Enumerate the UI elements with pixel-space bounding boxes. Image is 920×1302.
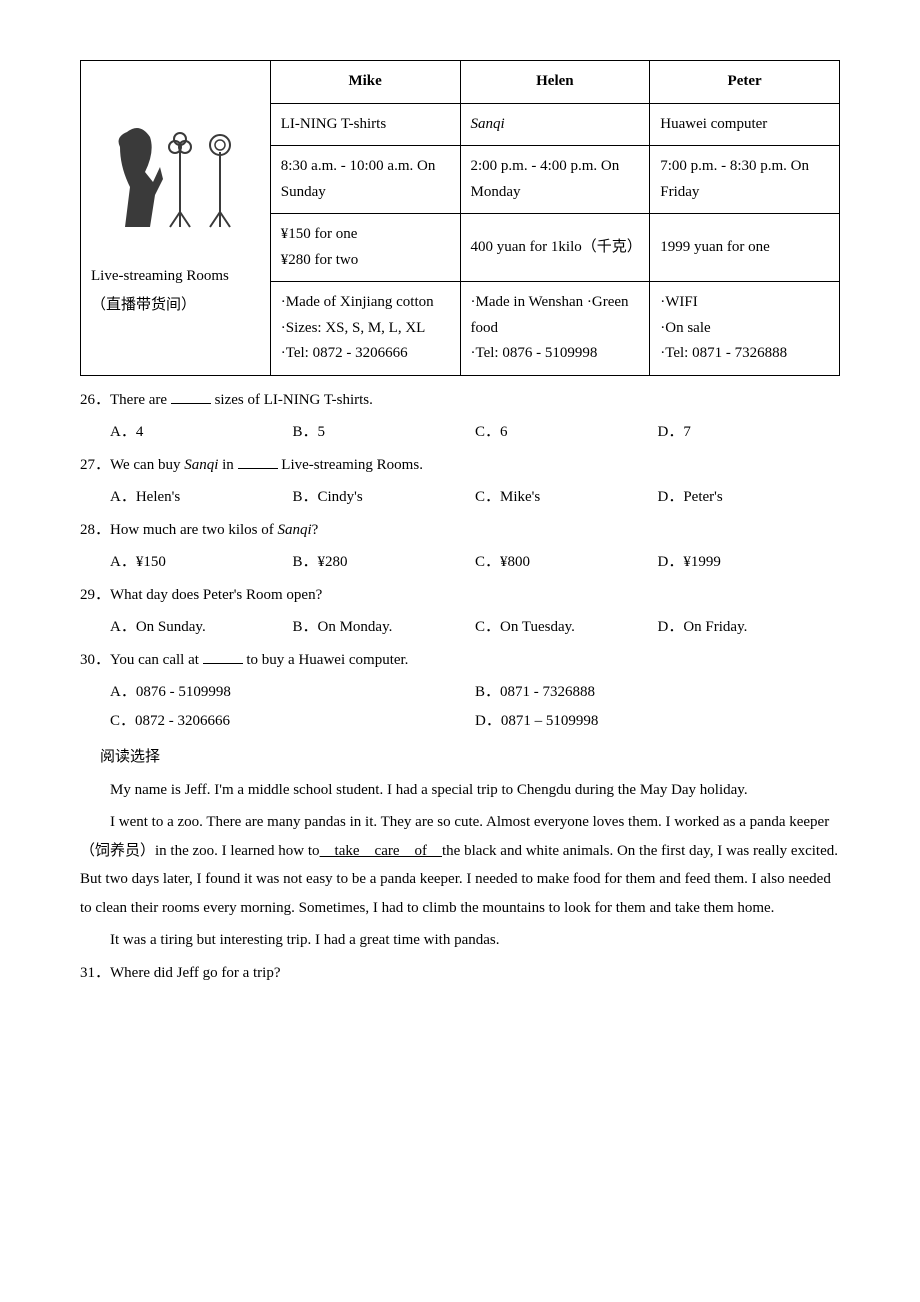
q27-before: We can buy xyxy=(110,457,184,473)
q29-opt-a: A．On Sunday. xyxy=(110,613,293,642)
q30-num: 30． xyxy=(80,652,110,668)
q28-num: 28． xyxy=(80,522,110,538)
cell-mike-detail: ·Made of Xinjiang cotton ·Sizes: XS, S, … xyxy=(270,282,460,376)
q31-text: Where did Jeff go for a trip? xyxy=(110,965,281,981)
q30-opt-c: C．0872 - 3206666 xyxy=(110,707,475,736)
cell-helen-time: 2:00 p.m. - 4:00 p.m. On Monday xyxy=(460,146,650,214)
q26-opt-d: D．7 xyxy=(658,418,841,447)
q29-opt-d: D．On Friday. xyxy=(658,613,841,642)
q28-after: ? xyxy=(312,522,319,538)
header-peter: Peter xyxy=(650,61,840,104)
question-31: 31．Where did Jeff go for a trip? xyxy=(80,959,840,988)
q26-blank xyxy=(171,389,211,404)
q30-blank xyxy=(203,649,243,664)
q28-opt-d: D．¥1999 xyxy=(658,548,841,577)
livestream-table: Live-streaming Rooms （直播带货间） Mike Helen … xyxy=(80,60,840,376)
q30-opt-a: A．0876 - 5109998 xyxy=(110,678,475,707)
livestream-illustration xyxy=(105,117,245,247)
question-26: 26．There are sizes of LI-NING T-shirts. xyxy=(80,386,840,415)
cell-mike-time: 8:30 a.m. - 10:00 a.m. On Sunday xyxy=(270,146,460,214)
cell-mike-price: ¥150 for one ¥280 for two xyxy=(270,214,460,282)
q29-text: What day does Peter's Room open? xyxy=(110,587,322,603)
cell-peter-time: 7:00 p.m. - 8:30 p.m. On Friday xyxy=(650,146,840,214)
cell-helen-detail: ·Made in Wenshan ·Green food ·Tel: 0876 … xyxy=(460,282,650,376)
cell-peter-price: 1999 yuan for one xyxy=(650,214,840,282)
q27-after: Live-streaming Rooms. xyxy=(278,457,423,473)
q28-before: How much are two kilos of xyxy=(110,522,277,538)
q30-opt-d: D．0871 – 5109998 xyxy=(475,707,840,736)
q30-before: You can call at xyxy=(110,652,203,668)
q29-opt-c: C．On Tuesday. xyxy=(475,613,658,642)
passage-p1: My name is Jeff. I'm a middle school stu… xyxy=(80,776,840,805)
q27-opt-b: B．Cindy's xyxy=(293,483,476,512)
q27-opt-c: C．Mike's xyxy=(475,483,658,512)
q26-opt-c: C．6 xyxy=(475,418,658,447)
q31-num: 31． xyxy=(80,965,110,981)
q26-opt-b: B．5 xyxy=(293,418,476,447)
q28-opt-a: A．¥150 xyxy=(110,548,293,577)
section-label: 阅读选择 xyxy=(100,743,840,772)
q30-opt-b: B．0871 - 7326888 xyxy=(475,678,840,707)
cell-helen-product: Sanqi xyxy=(460,103,650,146)
passage-p3: It was a tiring but interesting trip. I … xyxy=(80,926,840,955)
q26-options: A．4 B．5 C．6 D．7 xyxy=(110,418,840,447)
q27-blank xyxy=(238,454,278,469)
q27-options: A．Helen's B．Cindy's C．Mike's D．Peter's xyxy=(110,483,840,512)
q28-italic: Sanqi xyxy=(277,522,311,538)
question-29: 29．What day does Peter's Room open? xyxy=(80,581,840,610)
q26-before: There are xyxy=(110,392,171,408)
q27-num: 27． xyxy=(80,457,110,473)
passage-p2: I went to a zoo. There are many pandas i… xyxy=(80,808,840,922)
cell-mike-product: LI-NING T-shirts xyxy=(270,103,460,146)
header-mike: Mike xyxy=(270,61,460,104)
question-27: 27．We can buy Sanqi in Live-streaming Ro… xyxy=(80,451,840,480)
q29-opt-b: B．On Monday. xyxy=(293,613,476,642)
question-28: 28．How much are two kilos of Sanqi? xyxy=(80,516,840,545)
left-cell: Live-streaming Rooms （直播带货间） xyxy=(81,61,271,376)
q30-after: to buy a Huawei computer. xyxy=(243,652,409,668)
caption-line2: （直播带货间） xyxy=(91,297,196,313)
q26-num: 26． xyxy=(80,392,110,408)
q27-opt-a: A．Helen's xyxy=(110,483,293,512)
cell-peter-product: Huawei computer xyxy=(650,103,840,146)
p2-underline: take care of xyxy=(320,843,442,859)
header-helen: Helen xyxy=(460,61,650,104)
cell-helen-price: 400 yuan for 1kilo（千克） xyxy=(460,214,650,282)
q28-opt-c: C．¥800 xyxy=(475,548,658,577)
cell-peter-detail: ·WIFI ·On sale ·Tel: 0871 - 7326888 xyxy=(650,282,840,376)
q29-options: A．On Sunday. B．On Monday. C．On Tuesday. … xyxy=(110,613,840,642)
question-30: 30．You can call at to buy a Huawei compu… xyxy=(80,646,840,675)
q30-options: A．0876 - 5109998 B．0871 - 7326888 C．0872… xyxy=(110,678,840,735)
q27-opt-d: D．Peter's xyxy=(658,483,841,512)
q28-opt-b: B．¥280 xyxy=(293,548,476,577)
q28-options: A．¥150 B．¥280 C．¥800 D．¥1999 xyxy=(110,548,840,577)
q27-mid: in xyxy=(218,457,237,473)
q26-opt-a: A．4 xyxy=(110,418,293,447)
q26-after: sizes of LI-NING T-shirts. xyxy=(211,392,373,408)
q29-num: 29． xyxy=(80,587,110,603)
caption-line1: Live-streaming Rooms xyxy=(91,268,229,284)
left-caption: Live-streaming Rooms （直播带货间） xyxy=(91,262,260,319)
q27-italic: Sanqi xyxy=(184,457,218,473)
